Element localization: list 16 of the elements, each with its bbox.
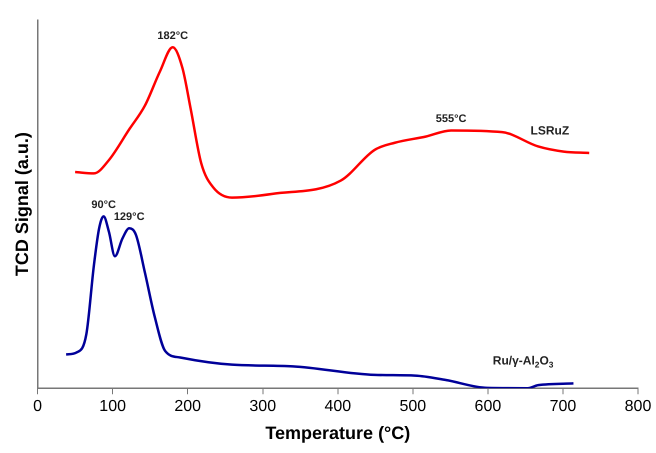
y-axis-title: TCD Signal (a.u.) <box>12 132 32 276</box>
x-tick-label: 200 <box>174 398 202 416</box>
x-tick-label: 0 <box>33 398 42 416</box>
x-tick-label: 700 <box>550 398 576 416</box>
x-tick-label: 100 <box>99 398 126 416</box>
x-tick-label: 600 <box>474 398 502 416</box>
annotation: 90°C <box>91 198 116 211</box>
x-tick-label: 500 <box>400 398 426 416</box>
annotation: 129°C <box>114 210 145 223</box>
x-tick-label: 800 <box>624 398 652 416</box>
series-label: LSRuZ <box>530 123 570 138</box>
x-tick-label: 300 <box>249 398 276 416</box>
x-axis-title: Temperature (°C) <box>265 423 410 444</box>
x-tick-label: 400 <box>324 398 352 416</box>
annotation: 555°C <box>436 112 467 125</box>
annotation: 182°C <box>157 30 188 42</box>
